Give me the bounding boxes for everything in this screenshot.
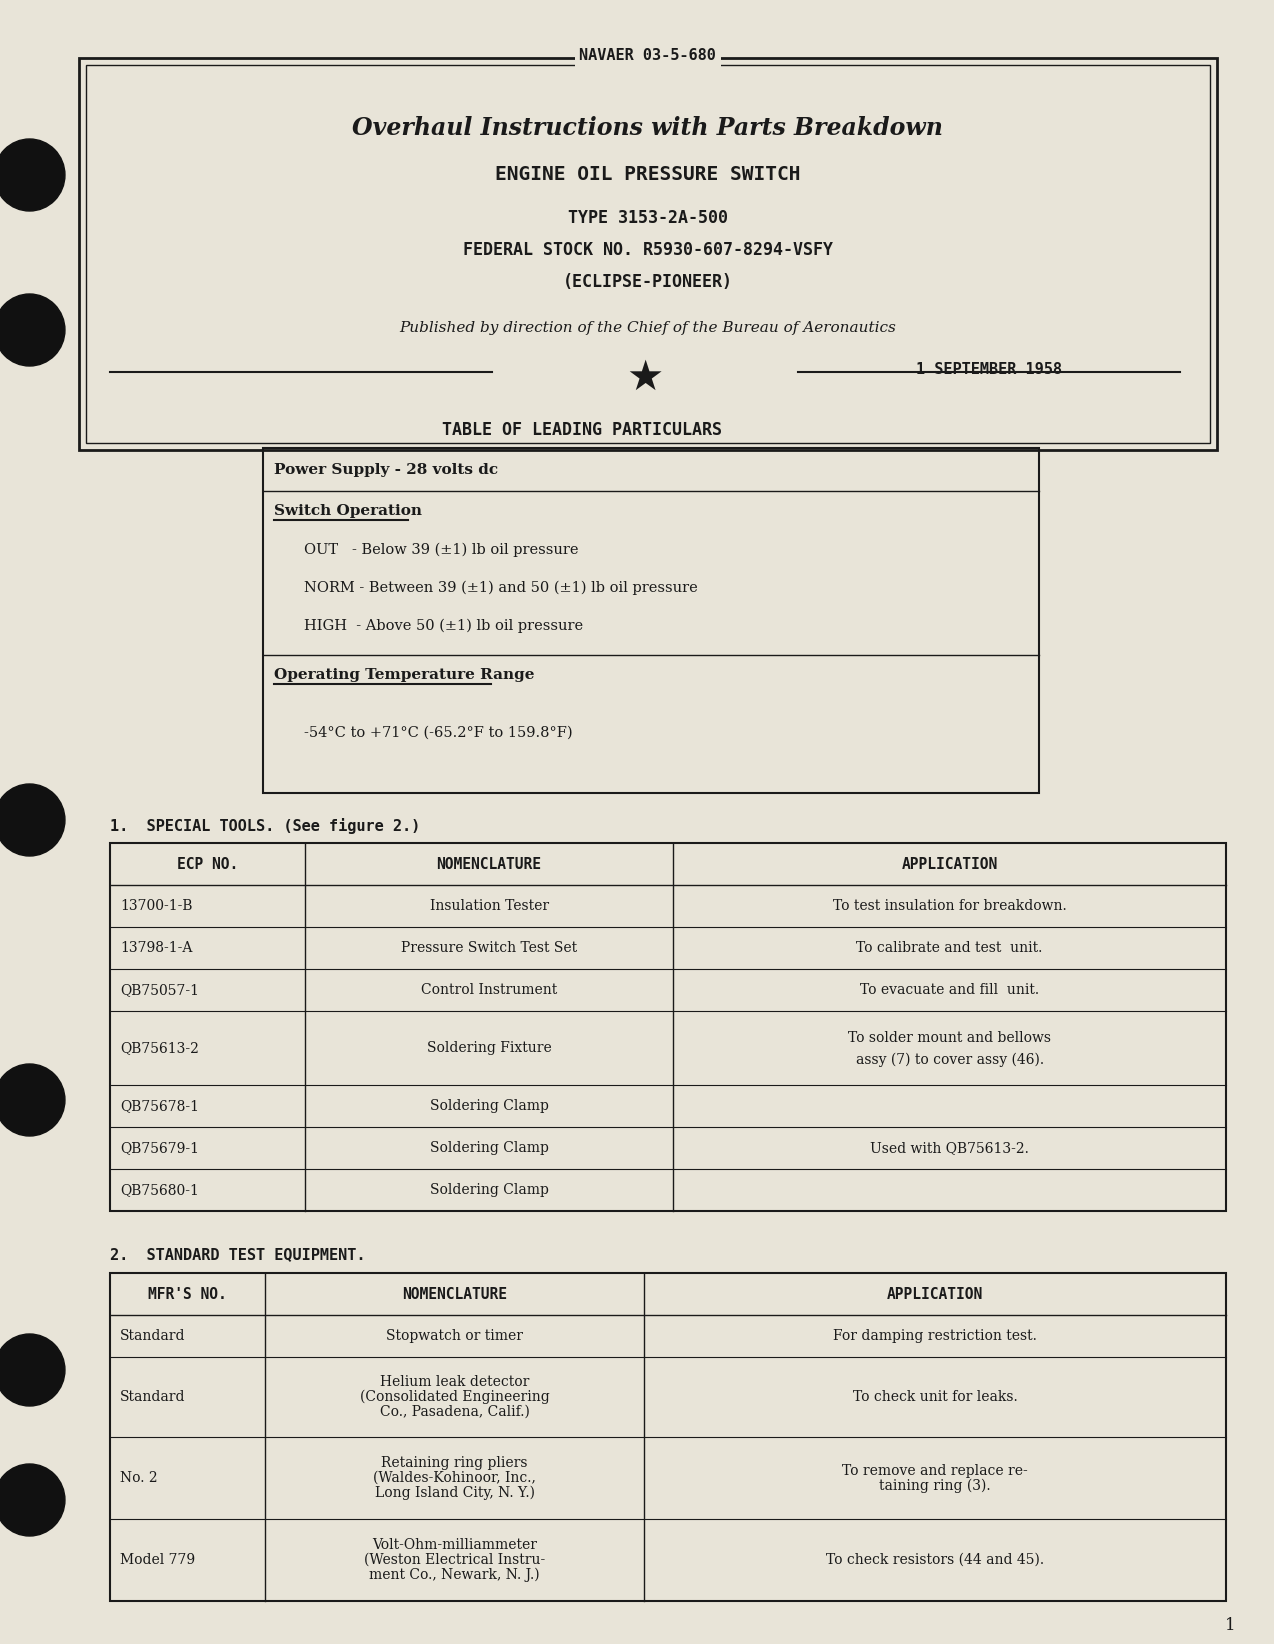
Text: QB75680-1: QB75680-1 — [120, 1184, 199, 1197]
Text: 1.  SPECIAL TOOLS. (See figure 2.): 1. SPECIAL TOOLS. (See figure 2.) — [110, 819, 420, 834]
Text: To test insulation for breakdown.: To test insulation for breakdown. — [833, 899, 1066, 912]
Text: TABLE OF LEADING PARTICULARS: TABLE OF LEADING PARTICULARS — [442, 421, 722, 439]
Bar — [110, 843, 1226, 1212]
Text: To evacuate and fill  unit.: To evacuate and fill unit. — [860, 983, 1040, 996]
Text: Standard: Standard — [120, 1328, 186, 1343]
Text: ★: ★ — [627, 357, 664, 399]
Circle shape — [0, 1064, 65, 1136]
Text: Soldering Fixture: Soldering Fixture — [427, 1041, 552, 1055]
Text: ment Co., Newark, N. J.): ment Co., Newark, N. J.) — [369, 1568, 540, 1582]
Text: taining ring (3).: taining ring (3). — [879, 1478, 991, 1493]
Text: NOMENCLATURE: NOMENCLATURE — [403, 1287, 507, 1302]
Text: MFR'S NO.: MFR'S NO. — [149, 1287, 227, 1302]
Text: ECP NO.: ECP NO. — [177, 857, 238, 871]
Text: Standard: Standard — [120, 1389, 186, 1404]
Text: QB75679-1: QB75679-1 — [120, 1141, 199, 1156]
Text: To check resistors (44 and 45).: To check resistors (44 and 45). — [826, 1554, 1043, 1567]
Text: Used with QB75613-2.: Used with QB75613-2. — [870, 1141, 1029, 1156]
Text: (Consolidated Engineering: (Consolidated Engineering — [359, 1389, 549, 1404]
Text: 2.  STANDARD TEST EQUIPMENT.: 2. STANDARD TEST EQUIPMENT. — [110, 1248, 366, 1263]
Text: Long Island City, N. Y.): Long Island City, N. Y.) — [375, 1486, 535, 1501]
Circle shape — [0, 784, 65, 857]
Text: Insulation Tester: Insulation Tester — [429, 899, 549, 912]
Text: Soldering Clamp: Soldering Clamp — [429, 1184, 549, 1197]
Circle shape — [0, 140, 65, 210]
Text: APPLICATION: APPLICATION — [902, 857, 998, 871]
Text: Co., Pasadena, Calif.): Co., Pasadena, Calif.) — [380, 1406, 530, 1419]
Text: Soldering Clamp: Soldering Clamp — [429, 1098, 549, 1113]
Text: Operating Temperature Range: Operating Temperature Range — [274, 667, 535, 682]
Text: Overhaul Instructions with Parts Breakdown: Overhaul Instructions with Parts Breakdo… — [353, 117, 943, 140]
Text: QB75613-2: QB75613-2 — [120, 1041, 199, 1055]
Text: 1 SEPTEMBER 1958: 1 SEPTEMBER 1958 — [916, 362, 1063, 378]
Text: (Weston Electrical Instru-: (Weston Electrical Instru- — [364, 1554, 545, 1567]
Text: 13700-1-B: 13700-1-B — [120, 899, 192, 912]
Text: (ECLIPSE-PIONEER): (ECLIPSE-PIONEER) — [563, 273, 733, 291]
Bar — [85, 66, 1210, 442]
Text: NOMENCLATURE: NOMENCLATURE — [437, 857, 541, 871]
Circle shape — [0, 294, 65, 367]
Text: -54°C to +71°C (-65.2°F to 159.8°F): -54°C to +71°C (-65.2°F to 159.8°F) — [303, 727, 572, 740]
Circle shape — [0, 1333, 65, 1406]
Text: Stopwatch or timer: Stopwatch or timer — [386, 1328, 524, 1343]
Text: QB75678-1: QB75678-1 — [120, 1098, 199, 1113]
Text: FEDERAL STOCK NO. R5930-607-8294-VSFY: FEDERAL STOCK NO. R5930-607-8294-VSFY — [462, 242, 833, 260]
Text: TYPE 3153-2A-500: TYPE 3153-2A-500 — [568, 209, 727, 227]
Text: To check unit for leaks.: To check unit for leaks. — [852, 1389, 1017, 1404]
Text: Soldering Clamp: Soldering Clamp — [429, 1141, 549, 1156]
Text: HIGH  - Above 50 (±1) lb oil pressure: HIGH - Above 50 (±1) lb oil pressure — [303, 618, 583, 633]
Text: 13798-1-A: 13798-1-A — [120, 940, 192, 955]
Text: To calibrate and test  unit.: To calibrate and test unit. — [856, 940, 1043, 955]
Text: No. 2: No. 2 — [120, 1471, 158, 1485]
Text: assy (7) to cover assy (46).: assy (7) to cover assy (46). — [856, 1052, 1043, 1067]
Text: NORM - Between 39 (±1) and 50 (±1) lb oil pressure: NORM - Between 39 (±1) and 50 (±1) lb oi… — [303, 580, 698, 595]
Text: Helium leak detector: Helium leak detector — [380, 1374, 530, 1389]
Text: Volt-Ohm-milliammeter: Volt-Ohm-milliammeter — [372, 1539, 538, 1552]
Bar — [262, 449, 1040, 792]
Text: To remove and replace re-: To remove and replace re- — [842, 1463, 1028, 1478]
Text: OUT   - Below 39 (±1) lb oil pressure: OUT - Below 39 (±1) lb oil pressure — [303, 543, 578, 557]
Text: 1: 1 — [1226, 1616, 1236, 1634]
Text: Model 779: Model 779 — [120, 1554, 195, 1567]
Text: (Waldes-Kohinoor, Inc.,: (Waldes-Kohinoor, Inc., — [373, 1471, 536, 1485]
Text: Power Supply - 28 volts dc: Power Supply - 28 volts dc — [274, 464, 498, 477]
Text: ENGINE OIL PRESSURE SWITCH: ENGINE OIL PRESSURE SWITCH — [496, 164, 800, 184]
Text: Control Instrument: Control Instrument — [420, 983, 557, 996]
Circle shape — [0, 1465, 65, 1535]
Text: APPLICATION: APPLICATION — [887, 1287, 984, 1302]
Text: Switch Operation: Switch Operation — [274, 505, 422, 518]
Bar — [110, 1272, 1226, 1601]
Text: Retaining ring pliers: Retaining ring pliers — [381, 1457, 527, 1470]
Text: To solder mount and bellows: To solder mount and bellows — [848, 1031, 1051, 1046]
Text: For damping restriction test.: For damping restriction test. — [833, 1328, 1037, 1343]
Bar — [79, 58, 1217, 450]
Text: QB75057-1: QB75057-1 — [120, 983, 199, 996]
Text: NAVAER 03-5-680: NAVAER 03-5-680 — [580, 48, 716, 62]
Text: Pressure Switch Test Set: Pressure Switch Test Set — [401, 940, 577, 955]
Text: Published by direction of the Chief of the Bureau of Aeronautics: Published by direction of the Chief of t… — [400, 321, 897, 335]
